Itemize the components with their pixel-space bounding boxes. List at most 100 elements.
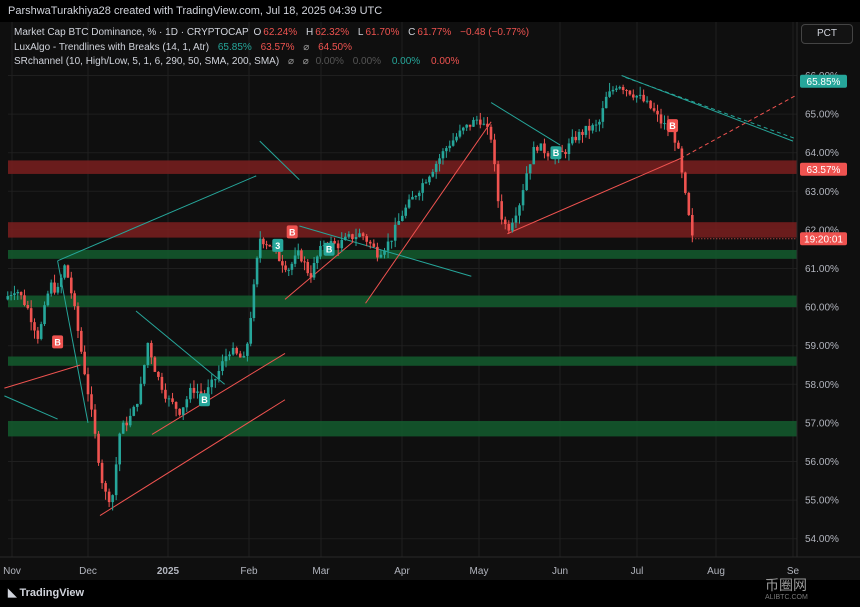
candle-body	[571, 136, 574, 144]
candle-body	[642, 94, 645, 102]
x-tick-label: Aug	[707, 566, 725, 577]
trendline	[57, 175, 257, 262]
candle-body	[303, 261, 306, 263]
legend-c-value: 61.77%	[417, 27, 452, 38]
candle-body	[615, 88, 618, 90]
trendline	[507, 158, 681, 235]
candle-body	[372, 243, 376, 247]
indicator-2-value-2: 0.00%	[352, 56, 382, 67]
candle-body	[621, 87, 625, 91]
y-tick-label: 58.00%	[805, 380, 839, 391]
candle-body	[309, 273, 313, 278]
x-tick-label: Jul	[631, 566, 644, 577]
candle-body	[13, 293, 16, 296]
candle-body	[128, 415, 132, 426]
legend-o-label: O	[253, 27, 262, 38]
y-tick-label: 63.00%	[805, 187, 839, 198]
candle-body	[46, 293, 50, 306]
trendline	[4, 395, 58, 420]
candle-body	[312, 262, 316, 278]
candle-body	[489, 126, 493, 140]
candle-body	[354, 236, 358, 240]
tradingview-logo-icon: ◣	[8, 587, 20, 599]
candle-body	[421, 183, 424, 193]
candle-body	[153, 357, 157, 372]
y-tick-label: 61.00%	[805, 264, 839, 275]
candle-body	[507, 224, 511, 231]
candle-body	[43, 305, 46, 325]
candle-body	[407, 199, 411, 208]
trendline	[365, 121, 492, 304]
legend-symbol: Market Cap BTC Dominance, % · 1D · CRYPT…	[14, 27, 249, 38]
candle-body	[465, 124, 468, 128]
trendline-projection	[680, 94, 798, 159]
candle-body	[591, 125, 594, 131]
candle-body	[493, 139, 496, 165]
candle-body	[59, 277, 63, 287]
x-tick-label: Nov	[3, 566, 21, 577]
candle-body	[411, 196, 414, 200]
break-marker-label: B	[553, 148, 560, 158]
candle-body	[628, 90, 632, 95]
candle-body	[189, 387, 192, 400]
bottom-bar	[0, 580, 860, 607]
candle-body	[528, 164, 532, 174]
candle-body	[39, 324, 43, 339]
candle-body	[33, 322, 36, 331]
candle-body	[656, 110, 659, 115]
sr-zone-support	[8, 295, 797, 308]
candle-body	[635, 95, 638, 98]
break-marker	[52, 335, 64, 349]
candle-body	[217, 371, 221, 380]
legend-l-label: L	[357, 27, 364, 38]
y-tick-label: 65.00%	[805, 110, 839, 121]
candle-body	[645, 100, 649, 102]
x-tick-label: Apr	[394, 566, 410, 577]
candle-body	[638, 94, 642, 96]
author-line: ParshwaTurakhiya28 created with TradingV…	[8, 5, 383, 17]
candle-body	[284, 265, 287, 270]
tradingview-logo[interactable]: ◣ TradingView	[8, 586, 84, 599]
y-tick-label: 62.00%	[805, 225, 839, 236]
candle-body	[486, 123, 489, 127]
y-tick-label: 59.00%	[805, 341, 839, 352]
candle-body	[29, 308, 33, 323]
candle-body	[221, 361, 224, 372]
candle-body	[315, 256, 319, 263]
candle-body	[472, 119, 475, 127]
sr-zone-resistance	[8, 222, 797, 238]
candle-body	[206, 387, 210, 397]
candle-body	[146, 342, 150, 365]
candle-body	[601, 108, 605, 122]
candle-body	[210, 379, 214, 388]
legend-h-label: H	[305, 27, 314, 38]
pct-scale-button[interactable]: PCT	[801, 24, 853, 44]
candle-body	[401, 215, 404, 221]
candle-body	[242, 355, 246, 358]
candle-body	[659, 114, 663, 124]
break-marker	[667, 119, 679, 133]
candle-body	[677, 142, 680, 149]
sr-zone-support	[8, 420, 797, 437]
candle-body	[181, 407, 185, 415]
candle-body	[539, 143, 543, 151]
price-label: 19:20:01	[804, 234, 843, 245]
y-tick-label: 64.00%	[805, 148, 839, 159]
legend-row-indicator-1: LuxAlgo - Trendlines with Breaks (14, 1,…	[14, 42, 354, 53]
candle-body	[73, 293, 76, 307]
candle-body	[118, 433, 121, 465]
candle-body	[281, 261, 284, 266]
candle-body	[438, 158, 441, 164]
x-tick-label: May	[470, 566, 489, 577]
candle-body	[192, 387, 196, 393]
candle-body	[167, 398, 171, 400]
candle-body	[608, 91, 611, 97]
price-label-box	[800, 232, 847, 246]
candle-body	[536, 146, 539, 151]
indicator-1-separator: ⌀	[303, 42, 310, 53]
trendline	[621, 75, 794, 142]
candle-body	[178, 408, 181, 415]
candle-body	[143, 364, 146, 384]
candle-body	[66, 265, 70, 278]
